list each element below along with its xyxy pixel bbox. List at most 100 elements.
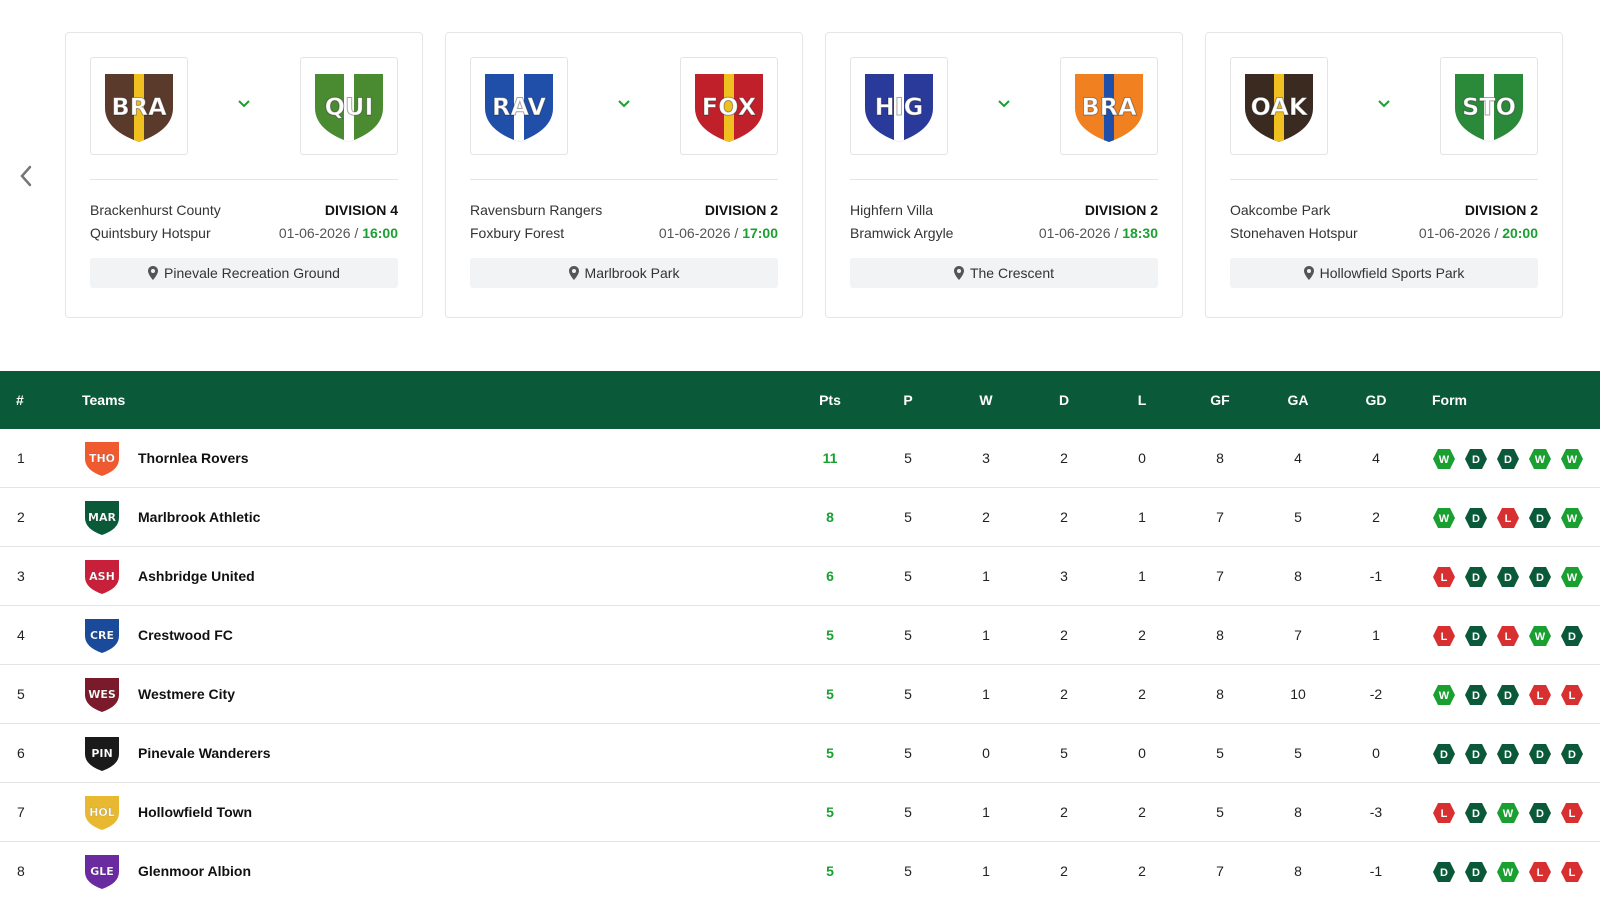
form-badge: W (1433, 685, 1455, 705)
team-name: Pinevale Wanderers (138, 745, 271, 761)
form-result: L (1537, 690, 1544, 702)
form-badge-shape (1497, 685, 1519, 705)
table-row[interactable]: 1 THO Thornlea Rovers 11 5 3 2 0 8 4 4 W D D W W (0, 429, 1600, 488)
form-result: D (1472, 454, 1480, 466)
form-result: D (1504, 454, 1512, 466)
form-result: W (1535, 454, 1546, 466)
form-result: D (1472, 572, 1480, 584)
venue-name: Pinevale Recreation Ground (164, 265, 340, 281)
form-badge-shape (1465, 626, 1487, 646)
form-badge-shape (1497, 567, 1519, 587)
stat-l: 2 (1138, 627, 1146, 643)
venue: Marlbrook Park (470, 258, 778, 288)
form-badge-shape (1465, 508, 1487, 528)
chevron (618, 100, 630, 108)
form-badge: D (1529, 744, 1551, 764)
form-badge-shape (1561, 803, 1583, 823)
form-badge-shape (1561, 626, 1583, 646)
pin (953, 266, 964, 280)
form-badge-shape (1561, 744, 1583, 764)
fixture-card[interactable]: RAV FOX Ravensburn Rangers Foxbury Forest DI… (445, 32, 803, 318)
fixture-card[interactable]: OAK STO Oakcombe Park Stonehaven Hotspur DIV… (1205, 32, 1563, 318)
stat-gd: 2 (1372, 509, 1380, 525)
crest-stripe (1274, 74, 1284, 142)
table-row[interactable]: 8 GLE Glenmoor Albion 5 5 1 2 2 7 8 -1 D D W L L (0, 842, 1600, 900)
form-result: D (1536, 808, 1544, 820)
match-time: 16:00 (362, 225, 398, 241)
match-date: 01-06-2026 (278, 225, 351, 241)
pin-icon (148, 266, 159, 280)
team-crest: PIN (85, 737, 119, 771)
form-result: L (1569, 867, 1576, 879)
stat-ga: 8 (1294, 804, 1302, 820)
form-result: D (1472, 513, 1480, 525)
home-team-name: Oakcombe Park (1230, 202, 1331, 218)
match-time: 18:30 (1122, 225, 1158, 241)
form-badge: D (1529, 567, 1551, 587)
stat-gf: 7 (1216, 568, 1224, 584)
away-team-name: Bramwick Argyle (850, 225, 954, 241)
home-team-name: Ravensburn Rangers (470, 202, 603, 218)
form-badge: L (1561, 685, 1583, 705)
form-result: D (1472, 690, 1480, 702)
form-badge: D (1497, 449, 1519, 469)
crest-stripe (894, 74, 904, 142)
fixture-card[interactable]: HIG BRA Highfern Villa Bramwick Argyle DIVIS… (825, 32, 1183, 318)
stat-p: 5 (904, 627, 912, 643)
header-stat: GF (1210, 392, 1230, 408)
pin (568, 266, 579, 280)
rank: 1 (17, 450, 25, 466)
form-badge: D (1465, 567, 1487, 587)
rank: 2 (17, 509, 25, 525)
chevron-icon (618, 100, 630, 108)
crest-abbr: HIG (875, 93, 924, 121)
table-row[interactable]: 7 HOL Hollowfield Town 5 5 1 2 2 5 8 -3 L D W D L (0, 783, 1600, 842)
division: DIVISION 2 (1084, 202, 1158, 218)
fixture-card[interactable]: BRA QUI Brackenhurst County Quintsbury Hots… (65, 32, 423, 318)
header-stat: W (979, 392, 993, 408)
table-row[interactable]: 6 PIN Pinevale Wanderers 5 5 0 5 0 5 5 0 D D D D D (0, 724, 1600, 783)
form-badge: D (1433, 862, 1455, 882)
form-badge-shape (1561, 508, 1583, 528)
form-badge: D (1561, 744, 1583, 764)
form-badge-shape (1465, 862, 1487, 882)
points: 5 (826, 686, 834, 702)
table-row[interactable]: 2 MAR Marlbrook Athletic 8 5 2 2 1 7 5 2 W D L D W (0, 488, 1600, 547)
home-crest-box: HIG (850, 57, 948, 155)
team-name: Crestwood FC (138, 627, 233, 643)
form-badge: D (1529, 508, 1551, 528)
pin-icon (953, 266, 964, 280)
match-date: 01-06-2026 (658, 225, 731, 241)
rank: 4 (17, 627, 25, 643)
form-result: D (1440, 867, 1448, 879)
rank: 8 (17, 863, 25, 879)
form-badge: D (1497, 685, 1519, 705)
table-row[interactable]: 3 ASH Ashbridge United 6 5 1 3 1 7 8 -1 L D D D W (0, 547, 1600, 606)
stat-p: 5 (904, 450, 912, 466)
table-row[interactable]: 5 WES Westmere City 5 5 1 2 2 8 10 -2 W D D L L (0, 665, 1600, 724)
team-crest: HOL (85, 796, 119, 830)
crest-abbr: BRA (111, 93, 167, 121)
form-badge: W (1529, 626, 1551, 646)
form-result: L (1569, 690, 1576, 702)
table-row[interactable]: 4 CRE Crestwood FC 5 5 1 2 2 8 7 1 L D L W D (0, 606, 1600, 665)
crest-shield (85, 501, 119, 535)
stat-ga: 8 (1294, 863, 1302, 879)
pin-icon (568, 266, 579, 280)
team-crest: GLE (85, 855, 119, 889)
form-result: W (1567, 513, 1578, 525)
form-badge-shape (1529, 508, 1551, 528)
stat-w: 1 (982, 686, 990, 702)
header-stat: GD (1365, 392, 1387, 408)
card-divider (1230, 179, 1538, 180)
form-badge-shape (1465, 449, 1487, 469)
form-result: D (1440, 749, 1448, 761)
prev-arrow[interactable] (16, 164, 36, 188)
crest-abbr: ASH (89, 570, 115, 583)
stat-ga: 4 (1294, 450, 1302, 466)
stat-gd: 0 (1372, 745, 1380, 761)
form-result: D (1568, 749, 1576, 761)
stat-gf: 8 (1216, 686, 1224, 702)
form-badge: W (1497, 862, 1519, 882)
